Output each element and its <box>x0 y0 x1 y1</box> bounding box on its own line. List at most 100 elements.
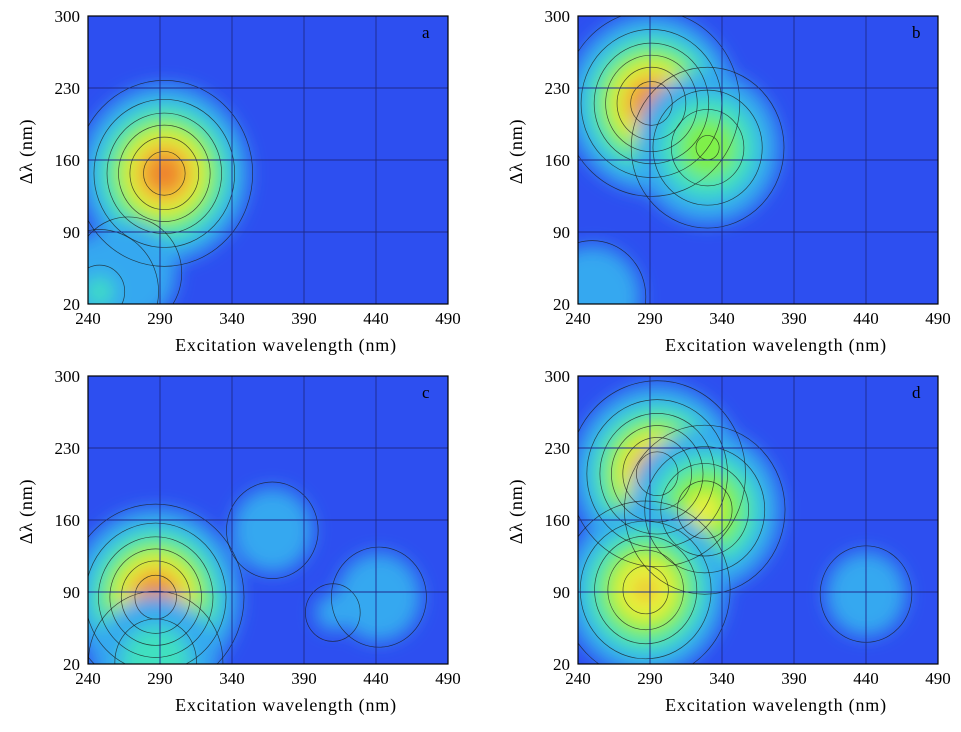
heatmap-layer <box>88 80 253 304</box>
contour-line <box>305 583 361 642</box>
y-tick-label: 20 <box>553 655 570 674</box>
x-tick-label: 290 <box>637 669 663 688</box>
x-tick-label: 290 <box>147 309 173 328</box>
x-tick-label: 340 <box>709 669 735 688</box>
y-axis-title: Δλ (nm) <box>16 479 37 544</box>
x-tick-label: 240 <box>75 669 101 688</box>
contour-line <box>88 80 253 267</box>
contour-line <box>118 124 211 222</box>
x-tick-label: 390 <box>291 309 317 328</box>
x-tick-label: 240 <box>565 669 591 688</box>
x-tick-label: 340 <box>219 669 245 688</box>
y-tick-label: 90 <box>553 583 570 602</box>
y-axis-title: Δλ (nm) <box>506 479 527 544</box>
x-tick-label: 390 <box>781 309 807 328</box>
x-tick-label: 490 <box>925 669 951 688</box>
contour-line <box>579 520 712 660</box>
y-tick-label: 300 <box>55 367 81 386</box>
intensity-band <box>121 625 191 664</box>
contour-line <box>670 109 745 187</box>
contour-line <box>106 112 222 235</box>
y-tick-label: 160 <box>55 511 81 530</box>
x-tick-label: 240 <box>565 309 591 328</box>
y-tick-label: 160 <box>55 151 81 170</box>
intensity-band <box>336 553 421 642</box>
contour-line <box>586 399 728 549</box>
contour-line <box>630 66 785 229</box>
y-tick-label: 20 <box>553 295 570 314</box>
contour-line <box>624 424 786 595</box>
contour-line <box>88 503 245 664</box>
contour-line <box>616 66 687 140</box>
contour-line <box>88 522 227 664</box>
contour-line <box>114 618 197 664</box>
y-tick-label: 20 <box>63 655 80 674</box>
chart-a: 240 290 340 390 440 490 20 90 160 230 300 Excitatio… <box>16 7 461 356</box>
y-tick-label: 300 <box>55 7 81 26</box>
x-tick-label: 490 <box>925 309 951 328</box>
y-tick-label: 90 <box>63 223 80 242</box>
x-axis-title: Excitation wavelength (nm) <box>175 695 397 716</box>
panel-label: c <box>422 383 430 402</box>
contour-line <box>578 16 741 197</box>
x-tick-label: 390 <box>781 669 807 688</box>
panel-a: 240 290 340 390 440 490 20 90 160 230 300 Excitatio… <box>0 0 480 366</box>
y-tick-label: 300 <box>545 7 571 26</box>
y-axis-title: Δλ (nm) <box>16 119 37 184</box>
y-tick-label: 300 <box>545 367 571 386</box>
intensity-band <box>88 277 114 304</box>
x-tick-label: 490 <box>435 309 461 328</box>
y-tick-label: 230 <box>55 439 81 458</box>
grid <box>577 15 939 305</box>
contour-line <box>593 42 710 165</box>
contour-line <box>578 500 731 664</box>
x-axis-title: Excitation wavelength (nm) <box>175 335 397 356</box>
plot-frame <box>87 375 449 665</box>
contour-line <box>660 463 750 557</box>
intensity-band <box>315 594 351 631</box>
contour-line <box>88 229 159 304</box>
x-tick-label: 340 <box>709 309 735 328</box>
contour-line <box>98 536 214 658</box>
x-axis-title: Excitation wavelength (nm) <box>665 695 887 716</box>
intensity-band <box>156 164 173 182</box>
contour-line <box>120 560 191 634</box>
contour-line <box>676 480 733 539</box>
contour-line <box>652 89 763 206</box>
x-tick-label: 340 <box>219 309 245 328</box>
y-tick-label: 160 <box>545 151 571 170</box>
contour-line <box>622 437 692 511</box>
contour-line <box>109 548 202 646</box>
contour-line <box>143 151 186 196</box>
heatmap-layer <box>578 16 785 304</box>
x-tick-label: 440 <box>363 669 389 688</box>
plot-frame <box>577 375 939 665</box>
x-tick-label: 490 <box>435 669 461 688</box>
panel-label: d <box>912 383 921 402</box>
heatmap-layer <box>88 481 427 664</box>
panel-b: 240 290 340 390 440 490 20 90 160 230 300 Excitatio… <box>490 0 961 366</box>
contour-line <box>88 216 183 304</box>
y-tick-label: 160 <box>545 511 571 530</box>
x-tick-label: 440 <box>853 309 879 328</box>
x-axis-title: Excitation wavelength (nm) <box>665 335 887 356</box>
contour-line <box>330 546 427 648</box>
contour-line <box>578 380 746 568</box>
y-axis-title: Δλ (nm) <box>506 119 527 184</box>
panel-d: 240 290 340 390 440 490 20 90 160 230 300 Excitatio… <box>490 360 961 726</box>
chart-c: 240 290 340 390 440 490 20 90 160 230 300 Excitatio… <box>16 367 461 716</box>
contour-line <box>88 264 126 304</box>
panel-label: a <box>422 23 430 42</box>
contour-line <box>578 240 647 304</box>
panel-label: b <box>912 23 921 42</box>
intensity-band <box>232 488 313 573</box>
contour-line <box>622 565 669 615</box>
contour-line <box>226 481 319 579</box>
y-tick-label: 230 <box>545 439 571 458</box>
contour-line <box>129 136 200 210</box>
contour-line <box>594 535 698 645</box>
x-tick-label: 240 <box>75 309 101 328</box>
contour-line <box>93 98 236 248</box>
intensity-band <box>636 580 655 600</box>
